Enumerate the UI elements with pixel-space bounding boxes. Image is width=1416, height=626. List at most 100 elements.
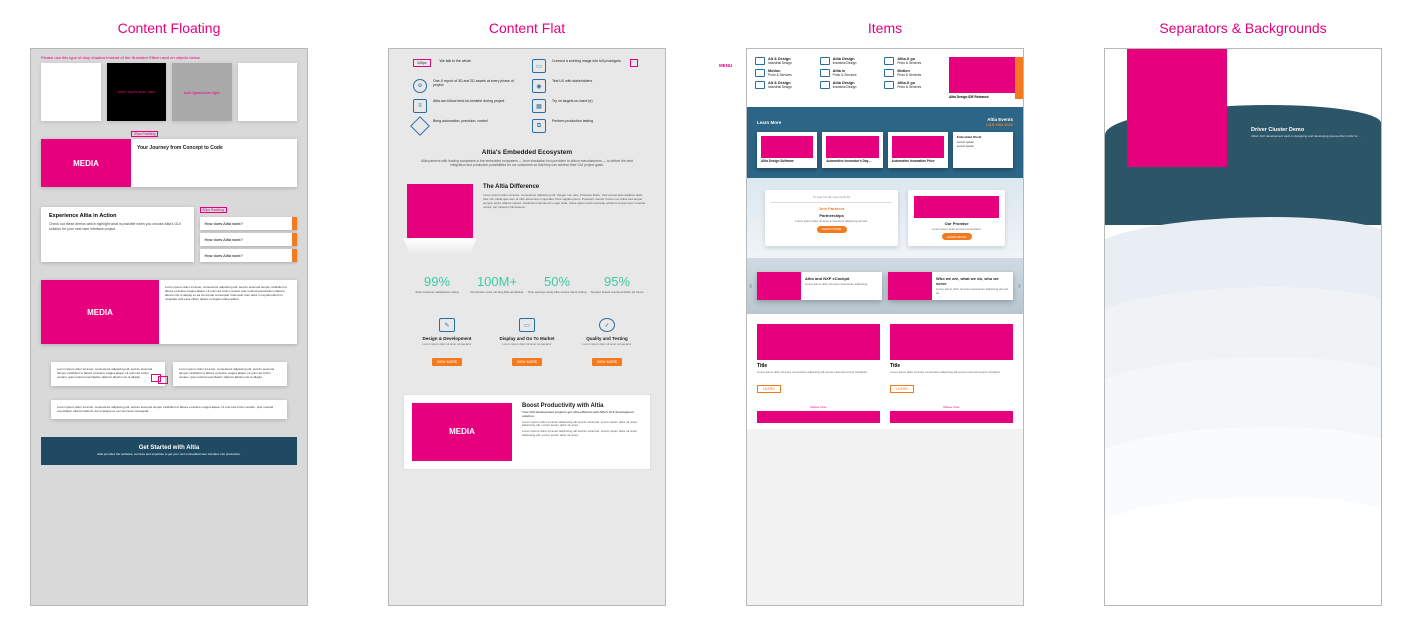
tile-body: Lorem ipsum dolor sit amet, consectetur … — [757, 371, 880, 375]
journey-card: MEDIA Your Journey from Concept to Code — [41, 139, 297, 187]
light-cta[interactable]: LEARN MORE — [817, 226, 847, 233]
hover-tile[interactable]: Mouse Over — [757, 411, 880, 423]
card-media — [826, 136, 878, 158]
ecosystem-heading: Altia's Embedded Ecosystem — [419, 149, 635, 156]
service-button[interactable]: VIEW MORE — [592, 358, 622, 366]
carousel-slide[interactable]: Altio and NXP eCockpitLorem ipsum dolor … — [757, 272, 882, 299]
feature-text: Try on targets on-hand (e) — [552, 99, 593, 103]
carousel-slide[interactable]: Who we are, what we do, who we serveLore… — [888, 272, 1013, 299]
slide-media — [757, 272, 801, 299]
menu-item[interactable]: Alt & DesignIndustrial Design — [755, 57, 816, 65]
menu-item[interactable]: MotionProto & Services — [755, 69, 816, 77]
difference-text: The Altia Difference Lorem ipsum dolor s… — [483, 184, 647, 244]
stat-label: Production units running Altia worldwide — [467, 291, 527, 295]
menu-item[interactable]: MotionProto & Services — [884, 69, 945, 77]
card-title: Automotive Innovation Prize — [892, 160, 944, 164]
frame-items: MENU Alt & DesignIndustrial Design Motio… — [746, 48, 1024, 606]
difference-heading: The Altia Difference — [483, 184, 647, 190]
frame-separators: Driver Cluster Demo Altia's GUI developm… — [1104, 48, 1382, 606]
people-icon: ◉ — [532, 79, 546, 93]
light-heading: Our Promise — [914, 221, 999, 226]
tile-heading: Title — [757, 363, 880, 369]
three-service-row: ✎Design & DevelopmentLorem ipsum dolor s… — [407, 318, 647, 368]
service-body: Lorem ipsum dolor sit amet consectetur — [491, 343, 563, 347]
difference-section: The Altia Difference Lorem ipsum dolor s… — [407, 184, 647, 244]
menu-item[interactable]: Altia-X goProto & Services — [884, 81, 945, 89]
band-card[interactable]: Automotive Innovation Prize — [888, 132, 948, 168]
menu-column: Altia DesignIndustrial Design Altia inPr… — [820, 57, 881, 99]
accordion-item[interactable]: How does Altia work? — [200, 233, 298, 246]
menu-promo[interactable]: Altia Design IDE Released — [949, 57, 1015, 99]
feature-grid: 100pxWe talk to the whole ▭Connect a wor… — [389, 59, 665, 133]
boost-heading: Boost Productivity with Altia — [522, 403, 642, 409]
journey-section: 30px Padding MEDIA Your Journey from Con… — [41, 139, 297, 187]
service-button[interactable]: VIEW MORE — [432, 358, 462, 366]
menu-item-sub: Proto & Services — [768, 73, 792, 77]
band-card-alt[interactable]: Embedded World Lorem ipsum Lorem ipsum — [953, 132, 1013, 168]
cta-heading: Get Started with Altia — [49, 445, 289, 451]
service-heading: Display and Go To Market — [491, 336, 563, 341]
service-button[interactable]: VIEW MORE — [512, 358, 542, 366]
journey-heading: Your Journey from Concept to Code — [131, 139, 297, 187]
accordion-item[interactable]: How does Altia work? — [200, 217, 298, 230]
menu-item[interactable]: Alt & DesignIndustrial Design — [755, 81, 816, 89]
stats-row: 99%Altia customer satisfaction rating 10… — [407, 274, 647, 295]
menu-icon — [884, 81, 894, 89]
menu-icon — [820, 57, 830, 65]
ecosystem-body: Altia partners with leading companies in… — [419, 159, 635, 168]
stat-label: Time savings using Altia versus hand cod… — [527, 291, 587, 295]
band-cards: Altia Design Software Automotive Innovat… — [757, 132, 1013, 168]
feature-item: ▦Try on targets on-hand (e) — [532, 99, 641, 113]
padding-annotation: 30px Padding — [131, 131, 158, 137]
stat-label: Altia customer satisfaction rating — [407, 291, 467, 295]
light-card: Our Promise Lorem ipsum dolor sit amet c… — [908, 190, 1005, 247]
card-gray: bold type\nover light — [172, 63, 232, 121]
menu-item[interactable]: Altia inProto & Services — [820, 69, 881, 77]
feature-text: Altia can follow best-for-breathe during… — [433, 99, 504, 103]
frame-content-flat: 100pxWe talk to the whole ▭Connect a wor… — [388, 48, 666, 606]
tile-button[interactable]: LEARN — [890, 385, 914, 393]
ecosystem-section: Altia's Embedded Ecosystem Altia partner… — [419, 149, 635, 168]
wave-separator — [1104, 497, 1382, 606]
promo-image — [949, 57, 1015, 93]
feature-text: Perform production testing — [552, 119, 593, 123]
band-card[interactable]: Automotive Innovator's Day… — [822, 132, 882, 168]
single-text-card: Lorem ipsum dolor sit amet, consectetur … — [51, 400, 287, 420]
hover-tile[interactable]: Mouse Over — [890, 411, 1013, 423]
service-heading: Design & Development — [411, 336, 483, 341]
stat-label: Support tickets resolved within 24 hours — [587, 291, 647, 295]
annotation-box-2 — [158, 376, 168, 384]
column-separators: Separators & Backgrounds Driver Cluster … — [1104, 20, 1382, 606]
column-title: Content Floating — [118, 20, 221, 36]
hero-media — [1127, 49, 1227, 167]
hero-section: Driver Cluster Demo Altia's GUI developm… — [1105, 49, 1381, 189]
band-cta[interactable]: CAR HMI 2022 — [986, 122, 1013, 127]
feature-item: ⚙One-X report of 3D and 2D assets at eve… — [413, 79, 522, 93]
screen-icon: ▭ — [532, 59, 546, 73]
slide-media — [888, 272, 932, 299]
experience-body: Check out these demos which highlight wh… — [49, 222, 186, 231]
carousel-band: Altio and NXP eCockpitLorem ipsum dolor … — [747, 258, 1023, 313]
light-cta[interactable]: LEARN MORE — [942, 233, 972, 240]
slide-body: Lorem ipsum dolor sit amet consectetur a… — [805, 283, 878, 287]
difference-body: Lorem ipsum dolor sit amet, consectetur … — [483, 193, 647, 210]
menu-item-sub: Proto & Services — [833, 73, 857, 77]
hero-heading: Driver Cluster Demo — [1251, 127, 1371, 133]
quality-icon: ✓ — [599, 318, 615, 332]
menu-item[interactable]: Altia DesignIndustrial Design — [820, 81, 881, 89]
menu-item[interactable]: Altia DesignIndustrial Design — [820, 57, 881, 65]
column-title: Separators & Backgrounds — [1159, 20, 1326, 36]
drop-shadow-note: Please use this type of drop shadow inst… — [31, 49, 307, 63]
service-item: ▭Display and Go To MarketLorem ipsum dol… — [487, 318, 567, 368]
tile-button[interactable]: LEARN — [757, 385, 781, 393]
light-note: To read full site case study list — [771, 196, 892, 200]
tile-media — [757, 324, 880, 360]
stat-item: 99%Altia customer satisfaction rating — [407, 274, 467, 295]
service-heading: Quality and Testing — [571, 336, 643, 341]
accordion-item[interactable]: How does Altia work? — [200, 249, 298, 262]
menu-item[interactable]: Altia-X goProto & Services — [884, 57, 945, 65]
card-white — [41, 63, 101, 121]
annotation-box — [630, 59, 638, 67]
band-card[interactable]: Altia Design Software — [757, 132, 817, 168]
tile-heading: Title — [890, 363, 1013, 369]
